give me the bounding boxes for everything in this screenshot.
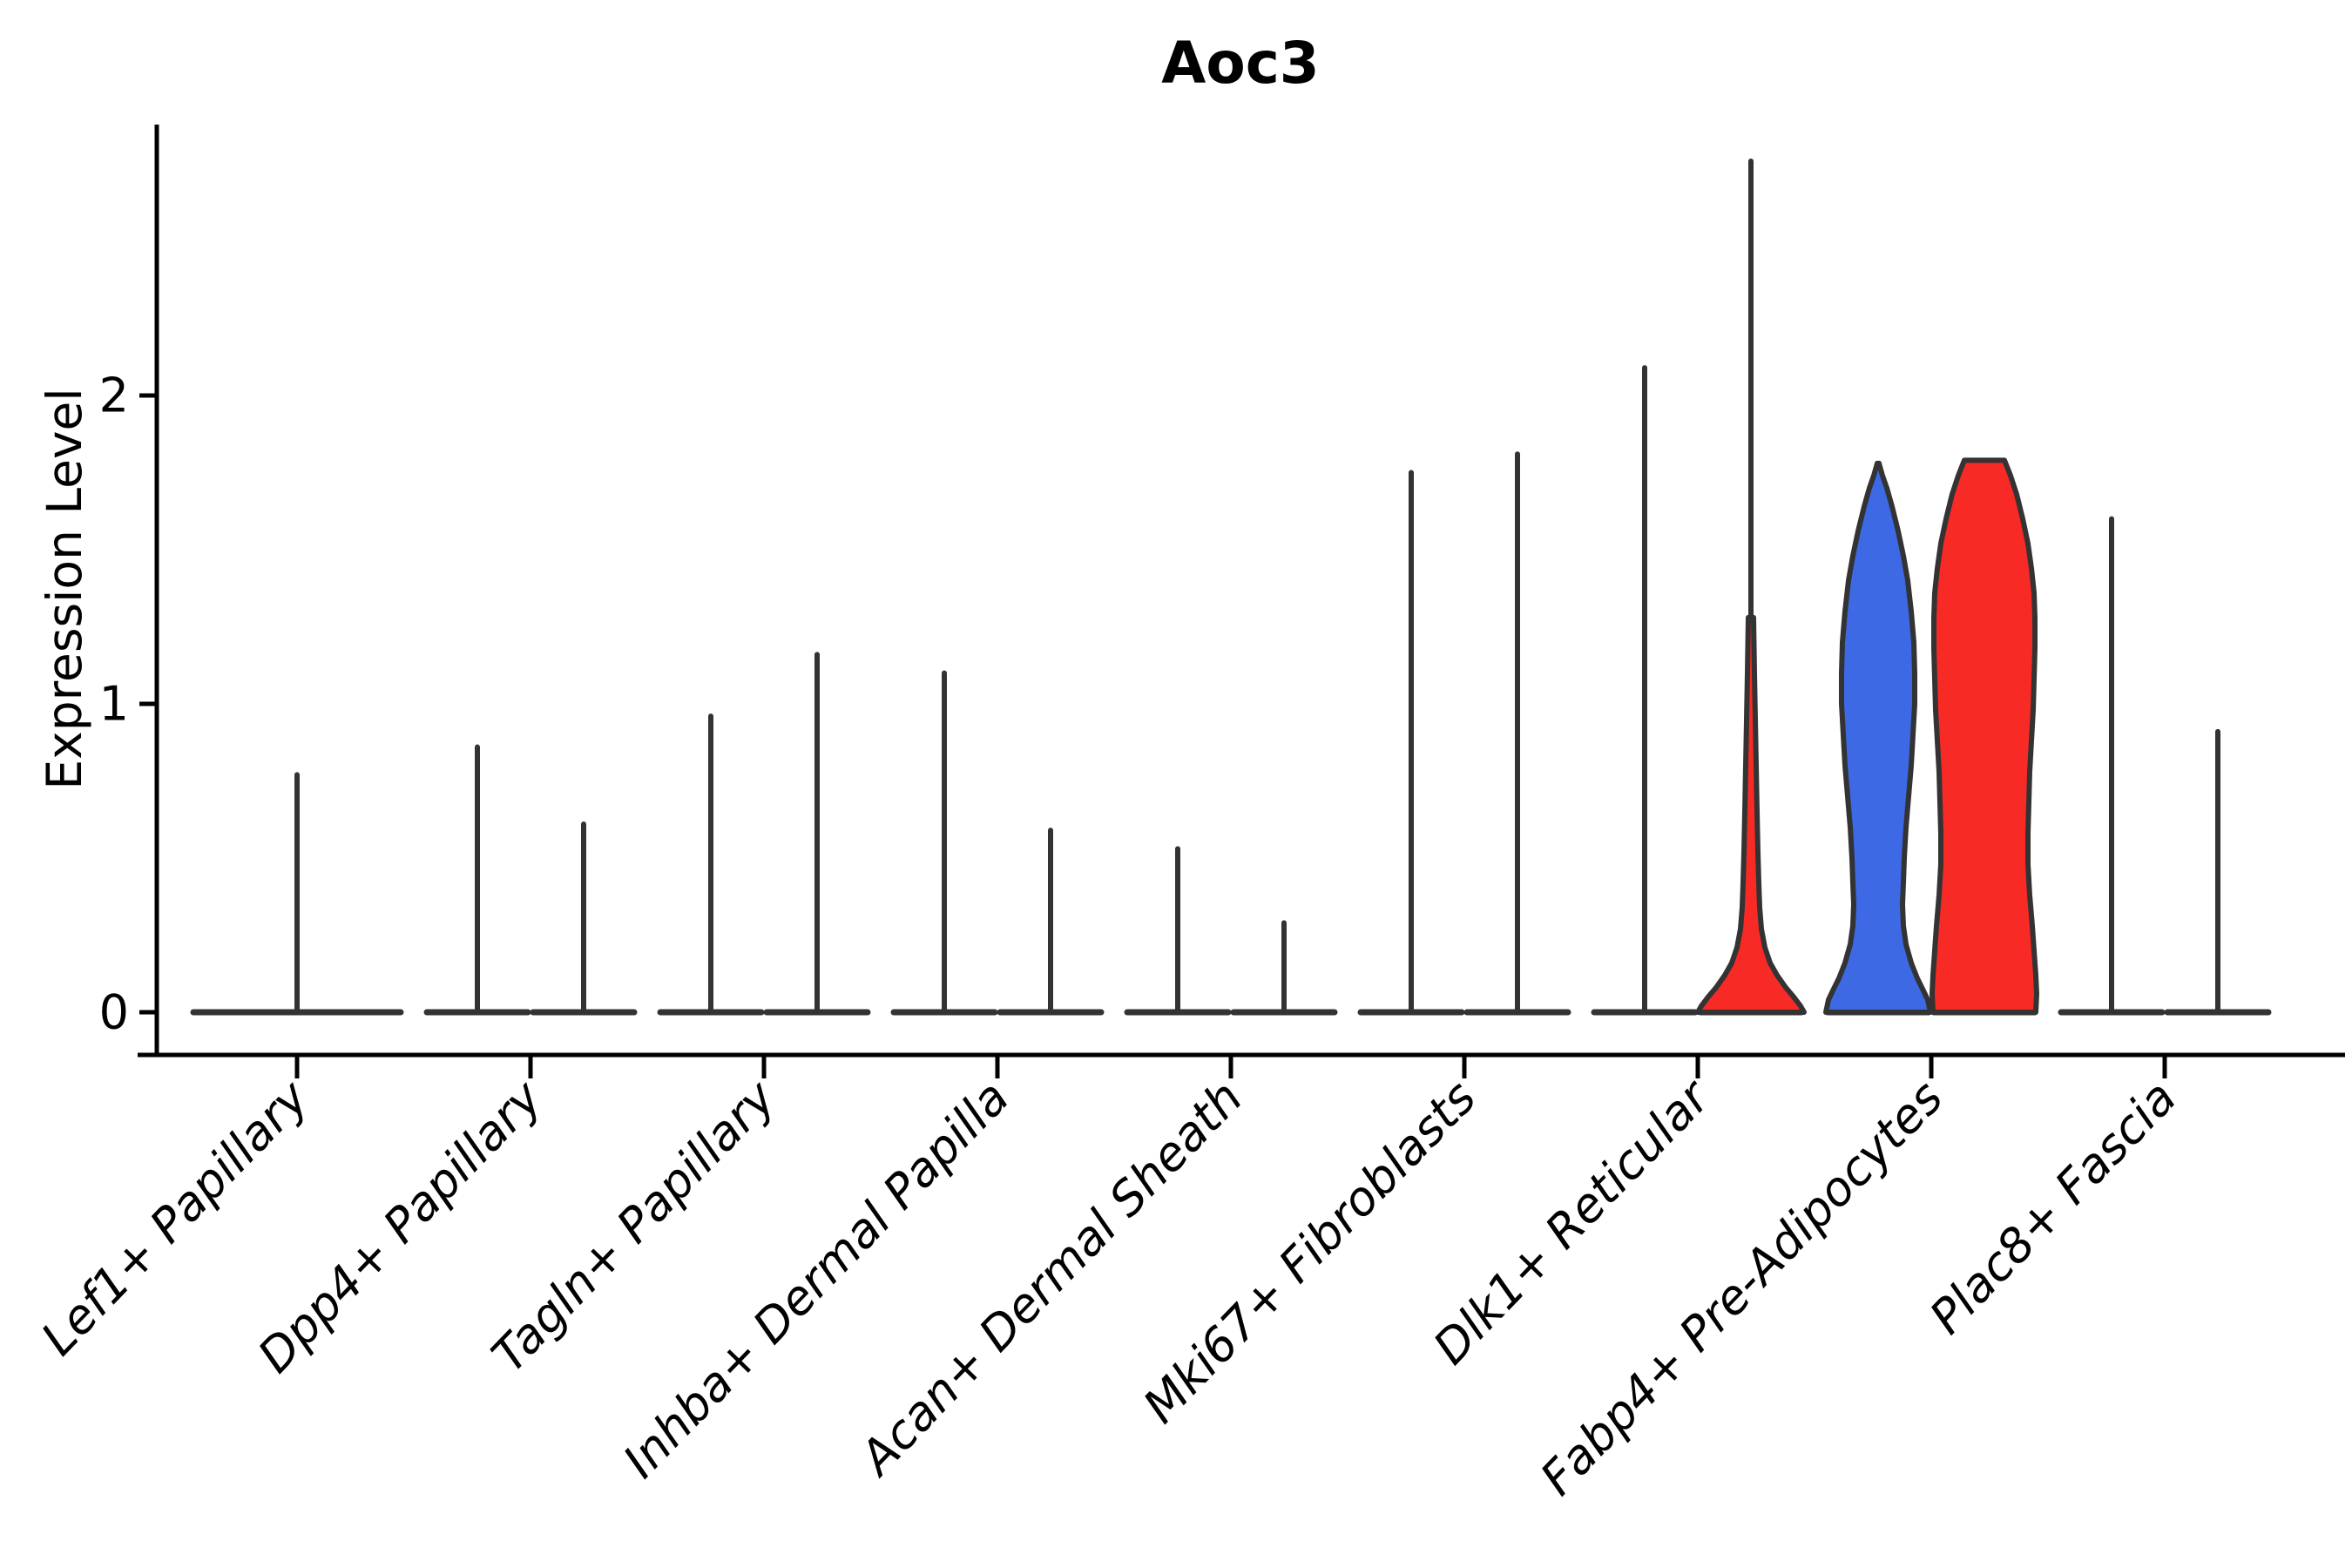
- violin-category-inhba-dermal-papilla: Inhba+ Dermal Papilla: [612, 670, 1105, 1489]
- violin-body-blue: [1823, 460, 1933, 1015]
- violin-body-red: [1695, 614, 1807, 1015]
- violin-category-dlk1-reticular: Dlk1+ Reticular: [1423, 158, 1807, 1375]
- y-axis-label: Expression Level: [37, 388, 92, 790]
- chart-title: Aoc3: [1161, 30, 1320, 97]
- y-tick-label: 2: [99, 368, 129, 423]
- x-tick-label: Plac8+ Fascia: [1919, 1070, 2186, 1344]
- violin-body-red: [1930, 457, 2039, 1015]
- y-tick-label: 0: [99, 985, 129, 1040]
- x-tick-label: Inhba+ Dermal Papilla: [612, 1070, 1019, 1488]
- x-tick-label: Acan+ Dermal Sheath: [848, 1070, 1253, 1487]
- y-tick-label: 1: [99, 677, 129, 732]
- axes: 0 1 2: [99, 125, 2345, 1058]
- x-tick-label: Fabp4+ Pre-Adipocytes: [1530, 1070, 1953, 1505]
